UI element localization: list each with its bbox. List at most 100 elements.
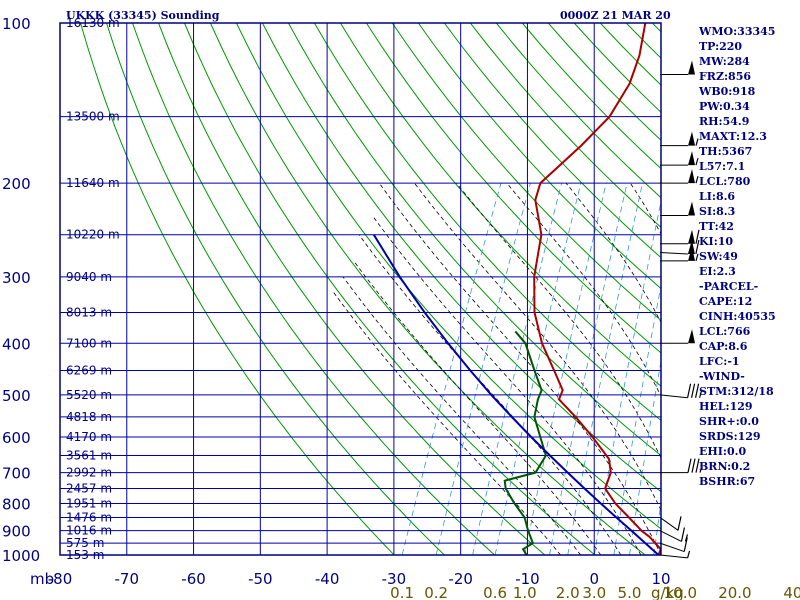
mixing-ratio-tick-label: 2.0 <box>556 584 580 600</box>
wind-barb-pennant <box>688 329 695 344</box>
sounding-index-item: CAP:8.6 <box>699 340 748 353</box>
wind-barb <box>660 458 703 474</box>
height-label: 10220 m <box>66 228 120 242</box>
temperature-tick-label: -40 <box>315 570 340 588</box>
temperature-tick-label: -50 <box>248 570 273 588</box>
mixing-ratio-line <box>629 359 661 555</box>
mixing-ratio-tick-label: 1.0 <box>513 584 537 600</box>
height-label: 575 m <box>66 536 104 550</box>
height-label: 2992 m <box>66 466 112 480</box>
wind-barb-half-flag <box>695 157 699 166</box>
sounding-index-item: LI:8.6 <box>699 190 736 203</box>
wind-barb-half-flag <box>699 465 703 473</box>
dry-adiabat <box>80 23 395 555</box>
sounding-indices-panel: WMO:33345 TP:220 MW:284 FRZ:856 WB0:918 PW:0.… <box>699 24 776 489</box>
sounding-index-item: WMO:33345 <box>699 25 776 38</box>
pressure-tick-label: 400 <box>2 335 31 353</box>
sounding-index-item: BSHR:67 <box>699 475 756 488</box>
mixing-ratio-tick-label: 3.0 <box>582 584 606 600</box>
height-label: 2457 m <box>66 482 112 496</box>
sounding-index-item: SRDS:129 <box>699 430 761 443</box>
height-label: 7100 m <box>66 336 112 350</box>
wind-barb-half-flag <box>684 534 689 542</box>
pressure-tick-label: 100 <box>2 15 31 33</box>
height-label: 13500 m <box>66 110 120 124</box>
mixing-ratio-unit-label: g/kg <box>651 584 684 600</box>
mixing-ratio-line <box>472 183 562 555</box>
wind-barb <box>659 537 688 553</box>
wind-barb-half-flag <box>698 390 703 398</box>
sounding-index-item: TT:42 <box>699 220 734 233</box>
sounding-index-item: CINH:40535 <box>699 310 776 323</box>
sounding-index-item: -WIND- <box>699 370 745 383</box>
wind-barb-half-flag <box>695 138 699 146</box>
pressure-tick-label: 600 <box>2 429 31 447</box>
wind-barb <box>660 329 695 344</box>
temperature-tick-label: -20 <box>448 570 473 588</box>
sounding-index-item: SHR+:0.0 <box>699 415 759 428</box>
chart-title: UKKK (33345) Sounding <box>66 9 220 22</box>
wind-barb-half-flag <box>686 550 691 559</box>
mixing-ratio-tick-label: 0.1 <box>390 584 414 600</box>
moist-adiabat <box>332 291 561 555</box>
wind-barb-flag <box>677 516 682 531</box>
wind-barb <box>659 516 682 531</box>
plot-frame <box>59 22 662 556</box>
wind-barb-half-flag <box>695 175 699 184</box>
pressure-tick-label: 500 <box>2 387 31 405</box>
wind-barb-flag <box>687 458 692 473</box>
chart-timestamp: 0000Z 21 MAR 20 <box>560 9 671 22</box>
temperature-tick-label: -10 <box>515 570 540 588</box>
sounding-index-item: TH:5367 <box>699 145 753 158</box>
height-label: 6269 m <box>66 364 112 378</box>
wind-barb <box>660 60 695 76</box>
height-label: 3561 m <box>66 448 112 462</box>
pressure-tick-label: 1000 <box>2 547 40 565</box>
wind-barb <box>660 229 700 245</box>
wind-barb <box>660 201 695 216</box>
wind-barb <box>659 550 691 559</box>
mixing-ratio-tick-label: 40 <box>783 584 800 600</box>
sounding-index-item: STM:312/18 <box>699 385 774 398</box>
wind-barb <box>659 383 703 399</box>
dry-adiabat <box>209 23 646 555</box>
wind-barb-pennant <box>688 131 695 146</box>
pressure-tick-label: 900 <box>2 523 31 541</box>
wind-barb-shaft <box>659 554 688 559</box>
sounding-index-item: KI:10 <box>699 235 734 248</box>
wind-barb-column <box>659 60 703 559</box>
wind-barb-pennant <box>687 239 695 254</box>
wind-barb-pennant <box>688 169 695 184</box>
wind-barb-shaft <box>659 530 682 542</box>
sounding-index-item: L57:7.1 <box>699 160 746 173</box>
wind-barb <box>660 131 699 147</box>
height-label: 5520 m <box>66 388 112 402</box>
moist-adiabat <box>456 182 661 459</box>
wind-barb-flag <box>691 458 696 473</box>
wind-barb-half-flag <box>695 253 699 262</box>
temperature-tick-label: 0 <box>589 570 599 588</box>
mixing-ratio-line <box>653 500 661 555</box>
sounding-index-item: LCL:766 <box>699 325 751 338</box>
moist-adiabat <box>506 182 661 397</box>
wind-barb-flag <box>686 383 692 398</box>
sounding-index-item: PW:0.34 <box>699 100 750 113</box>
pressure-tick-label: 200 <box>2 175 31 193</box>
mixing-ratio-line <box>793 183 800 555</box>
mixing-ratio-tick-label: 5.0 <box>618 584 642 600</box>
sounding-index-item: TP:220 <box>699 40 743 53</box>
wind-barb-flag <box>683 537 688 552</box>
wind-barb <box>659 527 689 542</box>
sounding-index-item: -PARCEL- <box>699 280 759 293</box>
wind-barb-flag <box>694 383 700 398</box>
wind-barb-flag <box>690 383 696 398</box>
pressure-tick-label: 800 <box>2 495 31 513</box>
moist-adiabat <box>342 276 582 555</box>
mixing-ratio-line <box>613 283 661 555</box>
sounding-index-item: EHI:0.0 <box>699 445 747 458</box>
moist-adiabat <box>378 182 661 555</box>
wind-barb-flag <box>695 239 700 255</box>
x-axis-unit-label: mb <box>30 570 54 588</box>
moist-adiabat <box>358 234 622 555</box>
